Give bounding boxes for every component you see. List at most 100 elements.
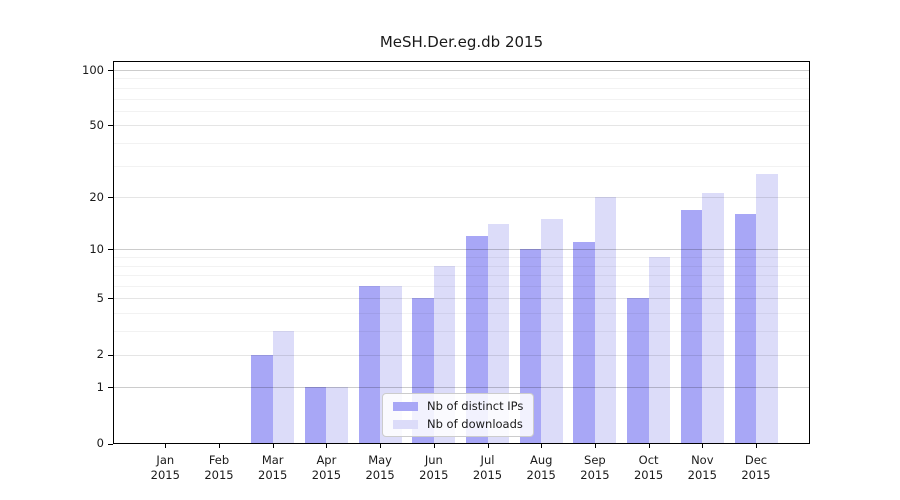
x-tick-label: May 2015 — [350, 453, 410, 483]
x-tick-label-line: 2015 — [472, 467, 503, 482]
gridline-minor — [113, 286, 810, 288]
x-tick-label: Nov 2015 — [672, 453, 732, 483]
legend-item-distinct-ips: Nb of distinct IPs — [393, 399, 523, 413]
x-tick-label-line: Mar — [261, 452, 284, 467]
gridline-minor — [113, 110, 810, 112]
x-tick-label-line: 2015 — [526, 467, 556, 482]
y-tick-label: 1 — [96, 379, 104, 394]
y-tick-label: 2 — [96, 347, 104, 362]
x-tick-label-line: Jul — [480, 452, 495, 467]
x-tick-label-line: 2015 — [687, 467, 717, 482]
x-tick — [541, 444, 543, 448]
bar-nb-of-distinct-ips-dec — [734, 214, 756, 444]
x-tick-label: Sep 2015 — [565, 453, 625, 483]
legend: Nb of distinct IPs Nb of downloads — [382, 393, 535, 437]
gridline-minor — [113, 142, 810, 144]
y-tick-label: 5 — [96, 290, 104, 305]
y-tick — [108, 354, 113, 356]
x-tick-label-line: Jan — [156, 452, 175, 467]
x-tick — [380, 444, 382, 448]
y-tick-label: 0 — [96, 436, 104, 450]
gridline-minor — [113, 313, 810, 315]
x-tick — [648, 444, 650, 448]
gridline-minor — [113, 87, 810, 89]
y-tick — [108, 387, 113, 389]
x-tick — [219, 444, 220, 448]
y-tick — [108, 70, 113, 71]
x-tick-label: Dec 2015 — [726, 453, 786, 483]
gridline — [113, 197, 810, 199]
legend-swatch-distinct-ips — [393, 401, 418, 411]
bar-nb-of-downloads-apr — [326, 387, 348, 444]
legend-label-downloads: Nb of downloads — [427, 417, 523, 431]
x-tick — [433, 444, 435, 448]
x-tick-label-line: 2015 — [150, 467, 180, 482]
legend-label-distinct-ips: Nb of distinct IPs — [427, 399, 524, 413]
x-tick-label-line: Oct — [638, 452, 659, 467]
bar-nb-of-distinct-ips-jul — [466, 235, 488, 444]
x-tick-label-line: 2015 — [741, 467, 771, 482]
bar-nb-of-distinct-ips-may — [358, 286, 381, 444]
x-tick-label-line: 2015 — [258, 467, 288, 482]
bar-nb-of-downloads-oct — [648, 257, 671, 444]
bar-nb-of-distinct-ips-nov — [680, 209, 703, 444]
x-tick-label-line: Feb — [208, 452, 230, 467]
y-tick — [108, 125, 113, 127]
x-tick-label: Jan 2015 — [135, 453, 195, 483]
bar-nb-of-downloads-nov — [702, 193, 724, 444]
gridline-minor — [113, 265, 810, 267]
bar-nb-of-downloads-aug — [541, 219, 563, 444]
x-tick — [702, 444, 704, 448]
bar-nb-of-distinct-ips-sep — [573, 242, 595, 444]
x-tick-label-line: Aug — [529, 452, 553, 467]
x-tick-label-line: Dec — [744, 452, 768, 467]
gridline-minor — [113, 78, 810, 80]
gridline-minor — [113, 98, 810, 100]
gridline-minor — [113, 165, 810, 167]
y-tick — [108, 298, 113, 300]
bar-nb-of-downloads-jul — [487, 224, 509, 444]
y-tick — [108, 249, 113, 251]
gridline — [113, 125, 810, 127]
x-tick-label-line: Jun — [424, 452, 443, 467]
x-tick-label: Apr 2015 — [296, 453, 356, 483]
bar-nb-of-distinct-ips-oct — [627, 298, 649, 444]
x-tick — [756, 444, 757, 448]
bar-nb-of-downloads-dec — [756, 173, 778, 444]
gridline-minor — [113, 331, 810, 333]
x-tick-label: Jul 2015 — [458, 453, 518, 483]
x-tick — [487, 444, 489, 448]
y-tick-label: 50 — [89, 117, 104, 132]
x-tick — [272, 444, 274, 448]
y-tick-label: 20 — [89, 189, 104, 204]
x-tick-label-line: Nov — [691, 452, 714, 467]
y-tick — [108, 197, 113, 199]
x-tick-label: Oct 2015 — [619, 453, 679, 483]
x-tick — [594, 444, 596, 448]
x-tick-label-line: 2015 — [204, 467, 234, 482]
bar-nb-of-distinct-ips-apr — [304, 387, 327, 444]
x-tick-label-line: 2015 — [633, 467, 664, 482]
gridline-minor — [113, 257, 810, 259]
gridline-major — [113, 249, 810, 251]
legend-item-downloads: Nb of downloads — [393, 417, 523, 431]
x-tick-label-line: 2015 — [419, 467, 449, 482]
x-tick-label-line: 2015 — [311, 467, 342, 482]
y-tick — [108, 443, 113, 445]
chart-title: MeSH.Der.eg.db 2015 — [379, 33, 544, 51]
bar-nb-of-downloads-mar — [272, 331, 295, 444]
y-tick-label: 10 — [89, 241, 104, 256]
gridline-minor — [113, 275, 810, 277]
gridline — [113, 298, 810, 300]
x-tick — [165, 444, 167, 448]
x-tick-label: Aug 2015 — [511, 453, 571, 483]
x-tick-label: Mar 2015 — [243, 453, 303, 483]
x-tick-label-line: 2015 — [365, 467, 395, 482]
x-tick-label: Jun 2015 — [404, 453, 464, 483]
x-tick-label-line: Apr — [316, 452, 337, 467]
bar-nb-of-distinct-ips-mar — [251, 354, 273, 444]
x-tick-label: Feb 2015 — [189, 453, 249, 483]
bar-nb-of-downloads-sep — [594, 197, 617, 444]
gridline — [113, 354, 810, 356]
